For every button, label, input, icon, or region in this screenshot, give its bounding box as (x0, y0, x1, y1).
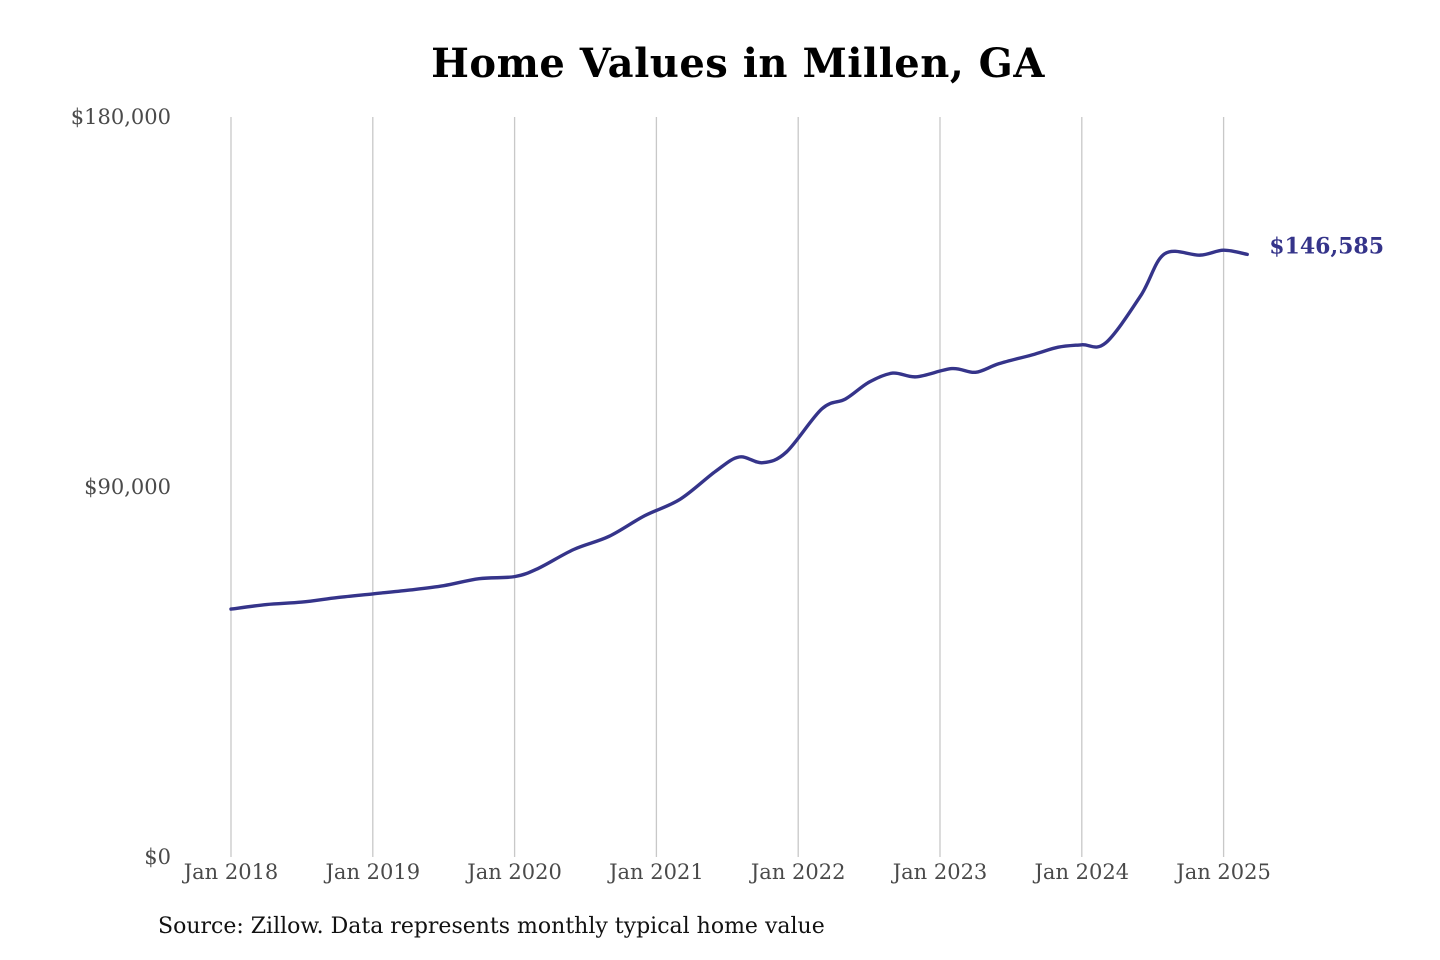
x-tick-label: Jan 2022 (749, 860, 846, 884)
series-line (229, 248, 1249, 611)
source-note: Source: Zillow. Data represents monthly … (158, 914, 825, 939)
chart-title: Home Values in Millen, GA (431, 40, 1045, 87)
x-tick-label: Jan 2020 (465, 860, 562, 884)
gridlines (230, 117, 1225, 857)
x-tick-label: Jan 2025 (1174, 860, 1271, 884)
x-tick-label: Jan 2019 (324, 860, 421, 884)
x-tick-label: Jan 2023 (891, 860, 988, 884)
series-layer: $146,585 (229, 233, 1384, 611)
y-tick-label: $0 (144, 845, 171, 869)
x-tick-label: Jan 2018 (182, 860, 279, 884)
end-value-label: $146,585 (1269, 233, 1384, 259)
y-tick-label: $90,000 (84, 475, 171, 499)
axis-labels: Jan 2018 Jan 2019 Jan 2020 Jan 2021 Jan 2022… (71, 105, 1271, 884)
x-tick-label: Jan 2024 (1033, 860, 1130, 884)
x-tick-label: Jan 2021 (607, 860, 704, 884)
y-tick-label: $180,000 (71, 105, 171, 129)
